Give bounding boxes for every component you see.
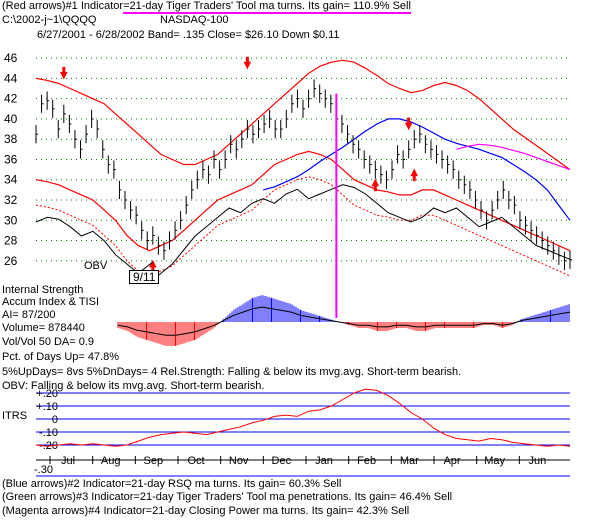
x-tick-label-Nov: Nov: [229, 455, 249, 467]
internal-strength-label: Internal Strength: [2, 284, 84, 296]
red-down-arrow-2-shape: [404, 117, 413, 131]
blue-ma-line: [263, 118, 571, 221]
x-tick-label-Jul: Jul: [61, 455, 75, 467]
obv-status-text: OBV: Falling & below its mvg.avg. Short-…: [2, 380, 265, 392]
x-tick-label-Mar: Mar: [400, 455, 419, 467]
red-down-arrow-0: [60, 66, 68, 80]
y-tick-label-38: 38: [4, 132, 18, 146]
obv-line: [35, 184, 571, 284]
y-tick-label-36: 36: [4, 152, 18, 166]
red-down-arrow-1-shape: [243, 56, 252, 70]
header-stats: 6/27/2001 - 6/28/2002 Band= .135 Close= …: [37, 29, 340, 41]
red-up-arrow-2-shape: [410, 168, 419, 182]
footer-line3: (Magenta arrows)#4 Indicator=21-day Clos…: [2, 505, 410, 517]
itrs-tick-label-0: +.20: [36, 388, 58, 400]
x-tick-label-Dec: Dec: [272, 455, 292, 467]
red-up-arrow-1: [371, 178, 380, 192]
obv-label: OBV: [84, 260, 108, 272]
header-line1-prefix: (Red arrows)#1 Indicator: [2, 0, 124, 12]
footer-line1: (Blue arrows)#2 Indicator=21-day RSQ ma …: [2, 478, 342, 490]
updays-text: 5%UpDays= 8vs 5%DnDays= 4 Rel.Strength: …: [2, 366, 462, 378]
lower-band-line: [35, 150, 571, 252]
upper-band-line: [35, 59, 571, 171]
red-down-arrow-2: [404, 117, 413, 131]
x-tick-label-Aug: Aug: [101, 455, 121, 467]
header-index-name: NASDAQ-100: [160, 14, 229, 26]
y-tick-label-28: 28: [4, 234, 18, 248]
vol-ratio-value: Vol/Vol 50 DA= 0.9: [2, 336, 95, 348]
itrs-tick-label-3: -.10: [39, 427, 58, 439]
y-tick-label-26: 26: [4, 254, 18, 268]
x-tick-label-Sep: Sep: [144, 455, 164, 467]
x-tick-label-Feb: Feb: [357, 455, 376, 467]
itrs-extra-tick: -.30: [34, 464, 53, 476]
red-down-arrow-0-shape: [60, 66, 68, 80]
y-tick-label-32: 32: [4, 193, 18, 207]
itrs-tick-label-1: +.10: [36, 401, 58, 413]
y-tick-label-46: 46: [4, 51, 18, 65]
magenta-ma-line: [456, 143, 571, 171]
y-tick-label-42: 42: [4, 92, 18, 106]
volume-value: Volume= 878440: [2, 322, 85, 334]
itrs-tick-label-2: 0: [52, 414, 58, 426]
y-tick-label-44: 44: [4, 71, 18, 85]
ai-value: AI= 87/200: [2, 309, 56, 321]
y-tick-label-40: 40: [4, 112, 18, 126]
footer-line2: (Green arrows)#3 Indicator=21-day Tiger …: [2, 491, 453, 503]
x-tick-label-Apr: Apr: [443, 455, 460, 467]
x-tick-label-May: May: [484, 455, 505, 467]
x-tick-label-Oct: Oct: [187, 455, 204, 467]
red-up-arrow-2: [410, 168, 419, 182]
lower-dotted-band-line: [35, 176, 571, 277]
pct-up-value: Pct. of Days Up= 47.8%: [2, 351, 120, 363]
y-tick-label-34: 34: [4, 173, 18, 187]
red-up-arrow-1-shape: [371, 178, 380, 192]
itrs-label: ITRS: [2, 410, 28, 422]
accum-average-line: [117, 306, 571, 336]
header-path: C:\2002-j~1\QQQQ: [2, 14, 97, 26]
event-label: 9/11: [129, 270, 160, 284]
x-tick-label-Jan: Jan: [315, 455, 333, 467]
itrs-line: [35, 388, 571, 447]
x-tick-label-Jun: Jun: [528, 455, 546, 467]
accum-index-label: Accum Index & TISI: [2, 296, 100, 308]
y-tick-label-30: 30: [4, 213, 18, 227]
header-line1-highlight: =21-day Tiger Traders' Tool ma turns. It…: [123, 0, 411, 14]
header-line1: (Red arrows)#1 Indicator=21-day Tiger Tr…: [2, 0, 411, 14]
red-down-arrow-1: [243, 56, 252, 70]
